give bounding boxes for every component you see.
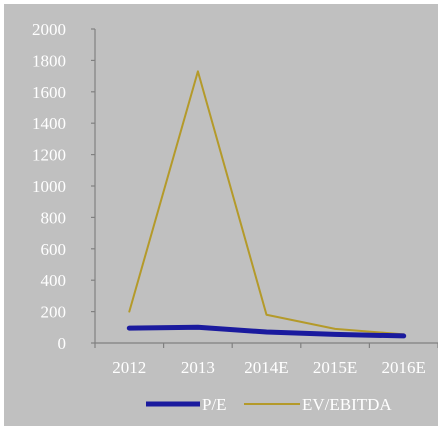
- y-tick-label: 1200: [32, 146, 66, 165]
- legend-ev-ebitda-label: EV/EBITDA: [302, 395, 392, 414]
- x-tick-label: 2016E: [382, 358, 426, 377]
- y-tick-label: 1800: [32, 51, 66, 70]
- x-tick-label: 2012: [112, 358, 146, 377]
- y-tick-label: 600: [41, 240, 67, 259]
- y-tick-label: 200: [41, 303, 67, 322]
- y-tick-label: 0: [58, 334, 67, 353]
- x-tick-label: 2014E: [244, 358, 288, 377]
- chart-area: 0 200 400 600 800 1000 1200 1400 1600 1800 2000 20…: [4, 4, 438, 426]
- y-tick-label: 2000: [32, 20, 66, 39]
- y-tick-label: 400: [41, 271, 67, 290]
- y-tick-label: 1000: [32, 177, 66, 196]
- x-tick-label: 2015E: [313, 358, 357, 377]
- y-tick-label: 1600: [32, 83, 66, 102]
- y-tick-label: 800: [41, 208, 67, 227]
- y-tick-label: 1400: [32, 114, 66, 133]
- line-chart: 0 200 400 600 800 1000 1200 1400 1600 1800 2000 20…: [32, 20, 438, 414]
- x-tick-label: 2013: [181, 358, 215, 377]
- series-line-ev-ebitda: [128, 70, 405, 336]
- legend-pe-label: P/E: [202, 395, 227, 414]
